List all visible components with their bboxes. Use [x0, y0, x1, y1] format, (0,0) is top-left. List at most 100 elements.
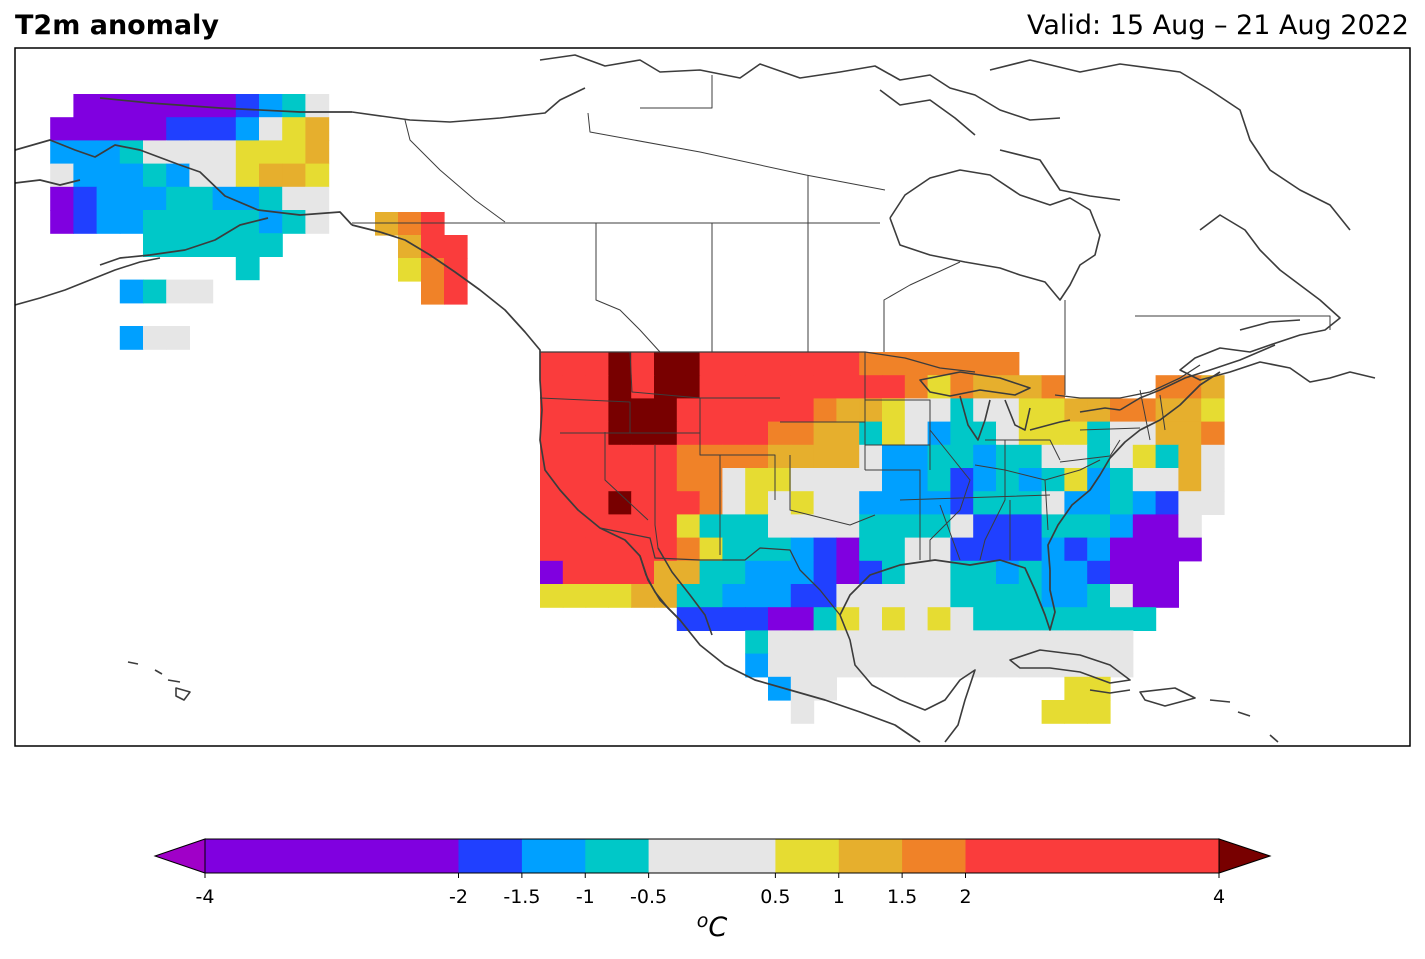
anomaly-cell	[973, 514, 997, 539]
anomaly-cell	[1110, 653, 1134, 678]
colorbar-under-arrow	[153, 838, 206, 874]
anomaly-cell	[768, 584, 792, 608]
anomaly-cell	[904, 630, 929, 655]
anomaly-cell	[1041, 560, 1065, 585]
anomaly-cell	[585, 352, 609, 376]
colorbar-swatch	[648, 839, 776, 873]
anomaly-cell	[768, 514, 792, 539]
anomaly-cell	[654, 491, 678, 515]
anomaly-cell	[143, 94, 167, 118]
anomaly-cell	[631, 491, 655, 515]
anomaly-cell	[654, 352, 678, 376]
anomaly-cell	[119, 140, 144, 165]
anomaly-cell	[631, 352, 655, 376]
anomaly-cell	[143, 233, 167, 257]
anomaly-cell	[562, 375, 587, 399]
anomaly-cell	[745, 491, 769, 515]
anomaly-cell	[1110, 560, 1134, 585]
anomaly-cell	[1064, 700, 1088, 724]
anomaly-cell	[859, 537, 883, 562]
coastline-atlantic	[1047, 371, 1221, 571]
anomaly-cell	[699, 607, 723, 631]
anomaly-cell	[676, 560, 701, 585]
anomaly-cell	[540, 584, 564, 608]
anomaly-cell	[1132, 607, 1157, 631]
anomaly-cell	[654, 537, 678, 562]
anomaly-cell	[631, 375, 655, 399]
anomaly-cell	[305, 140, 330, 165]
anomaly-cell	[676, 398, 701, 423]
anomaly-cell	[444, 281, 468, 305]
anomaly-cell	[1041, 375, 1065, 399]
anomaly-cell	[143, 186, 167, 211]
anomaly-map	[14, 47, 1411, 747]
colorbar-swatch	[585, 839, 650, 873]
anomaly-cell	[1155, 421, 1179, 446]
anomaly-cell	[1178, 491, 1202, 515]
colorbar-tick-label: 0.5	[760, 886, 790, 908]
valid-period: Valid: 15 Aug – 21 Aug 2022	[1026, 10, 1409, 41]
anomaly-cell	[1110, 537, 1134, 562]
anomaly-cell	[654, 514, 678, 539]
anomaly-cell	[927, 444, 951, 469]
anomaly-cell	[836, 375, 860, 399]
anomaly-cell	[699, 537, 723, 562]
anomaly-cell	[790, 444, 815, 469]
anomaly-cell	[1087, 444, 1111, 469]
anomaly-cell	[1155, 398, 1179, 423]
anomaly-cell	[676, 537, 701, 562]
anomaly-cell	[904, 607, 929, 631]
anomaly-cell	[745, 607, 769, 631]
anomaly-cell	[790, 607, 815, 631]
anomaly-cell	[212, 140, 237, 165]
anomaly-cell	[96, 163, 121, 188]
anomaly-cell	[1155, 491, 1179, 515]
coastline-alaska	[15, 97, 353, 266]
anomaly-cell	[904, 584, 929, 608]
anomaly-cell	[950, 653, 974, 678]
anomaly-cell	[1155, 514, 1179, 539]
colorbar-unit-label: oC	[697, 910, 728, 943]
coastline-hawaii	[127, 661, 191, 701]
anomaly-cell	[1201, 491, 1225, 515]
coastline-hudson-bay	[889, 169, 1101, 301]
anomaly-cell	[813, 514, 837, 539]
anomaly-cell	[585, 444, 609, 469]
anomaly-cell	[96, 117, 121, 141]
anomaly-cell	[305, 186, 330, 211]
anomaly-cell	[699, 560, 723, 585]
anomaly-cell	[212, 94, 237, 118]
anomaly-cell	[882, 653, 906, 678]
anomaly-cell	[1110, 607, 1134, 631]
anomaly-cell	[996, 560, 1020, 585]
anomaly-cell	[836, 398, 860, 423]
anomaly-cell	[836, 514, 860, 539]
anomaly-cell	[722, 537, 746, 562]
anomaly-cell	[927, 398, 951, 423]
anomaly-cell	[1041, 630, 1065, 655]
anomaly-cell	[444, 235, 468, 259]
anomaly-cell	[768, 676, 792, 701]
anomaly-cell	[608, 491, 632, 515]
anomaly-cell	[699, 514, 723, 539]
anomaly-cell	[282, 163, 306, 188]
anomaly-cell	[1018, 630, 1043, 655]
anomaly-cell	[189, 279, 214, 304]
anomaly-cell	[585, 398, 609, 423]
colorbar-tick-label: -1.5	[503, 886, 540, 908]
anomaly-cell	[143, 117, 167, 141]
anomaly-cell	[1087, 607, 1111, 631]
anomaly-cell	[973, 653, 997, 678]
anomaly-cell	[585, 537, 609, 562]
anomaly-cell	[813, 352, 837, 376]
anomaly-cell	[722, 584, 746, 608]
anomaly-cell	[1178, 421, 1202, 446]
anomaly-cell	[375, 212, 399, 236]
anomaly-cell	[1018, 468, 1043, 492]
anomaly-cell	[950, 560, 974, 585]
anomaly-cell	[1087, 514, 1111, 539]
anomaly-cell	[790, 375, 815, 399]
anomaly-cell	[1201, 444, 1225, 469]
anomaly-cell	[631, 514, 655, 539]
colorbar-tick-label: -0.5	[630, 886, 667, 908]
